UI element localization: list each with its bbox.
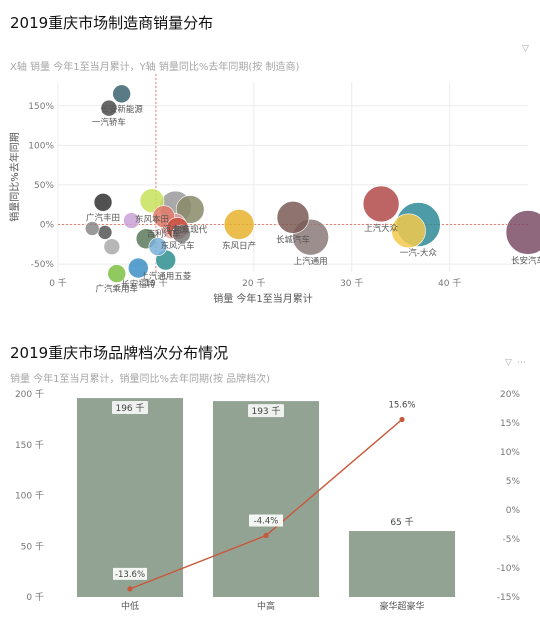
bar-label-bg <box>248 404 284 418</box>
bar <box>348 531 456 597</box>
y-tick-label: -50% <box>31 260 55 270</box>
x-tick-label: 40 千 <box>438 278 461 289</box>
bubble <box>362 185 400 223</box>
bubble <box>112 84 131 104</box>
y-tick-label: 100% <box>28 141 54 151</box>
y-tick-label: 0% <box>40 221 55 231</box>
bubble <box>139 188 165 214</box>
growth-label-bg <box>113 567 147 580</box>
bubble <box>97 225 113 240</box>
more-options-icon[interactable]: ⋯ <box>517 358 526 368</box>
y-tick-label: 100 千 <box>15 491 44 502</box>
bubble <box>84 221 100 236</box>
bar-value-label: 193 千 <box>251 406 280 417</box>
bubble-label: 一汽轿车 <box>92 117 126 128</box>
y2-tick-label: 0% <box>506 506 521 516</box>
x-axis-label: 销量 今年1至当月累计 <box>213 292 313 305</box>
x-tick-label: 0 千 <box>49 278 67 289</box>
bubble-label: 广汽丰田 <box>86 212 120 223</box>
x-tick-label: 20 千 <box>242 278 265 289</box>
y2-tick-label: 20% <box>500 390 520 400</box>
bubble <box>276 201 310 234</box>
bubble-label: 东风汽车 <box>160 240 194 251</box>
bubble <box>223 209 255 240</box>
x-tick-label: 10 千 <box>144 278 167 289</box>
filter-icon[interactable]: ▽ <box>505 358 512 368</box>
y-axis-label: 销量同比%去年同期 <box>8 132 21 222</box>
y2-tick-label: 5% <box>506 477 521 487</box>
bubble <box>100 99 118 117</box>
bubble <box>103 238 121 255</box>
y-tick-label: 50% <box>34 181 54 191</box>
manufacturer-scatter-chart: 2019重庆市场制造商销量分布 X轴 销量 今年1至当月累计，Y轴 销量同比%去… <box>8 14 540 305</box>
chart-subtitle: 销量 今年1至当月累计，销量同比%去年同期(按 品牌档次) <box>10 374 271 385</box>
bar <box>76 398 184 597</box>
brand-tier-combo-chart: 2019重庆市场品牌档次分布情况 销量 今年1至当月累计，销量同比%去年同期(按… <box>0 322 540 623</box>
bubble <box>107 264 127 283</box>
y2-tick-label: -10% <box>497 564 521 574</box>
bubble-label: 长城汽车 <box>276 234 310 245</box>
bubble-label: 上汽通用五菱 <box>140 271 192 282</box>
y-tick-label: 150% <box>28 102 54 112</box>
filter-icon[interactable]: ▽ <box>522 44 529 54</box>
combo-plot: 0 千 50 千 100 千 150 千 200 千 20% 15% 10% 5% 0% -5% -1… <box>15 389 521 612</box>
bubble <box>148 237 168 256</box>
growth-point <box>127 586 133 592</box>
bubble <box>172 224 191 244</box>
growth-label-bg <box>385 398 419 411</box>
y-tick-label: 150 千 <box>15 440 44 451</box>
x-tick-label: 中低 <box>121 600 139 612</box>
bubble <box>505 210 540 255</box>
growth-label: -4.4% <box>254 517 279 527</box>
bubble <box>123 212 140 229</box>
chart-subtitle: X轴 销量 今年1至当月累计，Y轴 销量同比%去年同期(按 制造商) <box>10 62 300 73</box>
scatter-plot: 150% 100% 50% 0% -50% 0 千 10 千 20 千 30 千 40 千销量 今… <box>8 74 540 305</box>
bubble <box>127 257 149 279</box>
bubble-label: 汽丰田 <box>163 224 189 235</box>
bubble-label: 北京现代 <box>173 224 208 235</box>
y-tick-label: 50 千 <box>21 541 44 552</box>
y-tick-label: 0 千 <box>26 592 44 603</box>
bubble <box>93 193 113 212</box>
y2-tick-label: -15% <box>497 593 521 603</box>
chart-title: 2019重庆市场品牌档次分布情况 <box>10 344 229 362</box>
growth-label: -13.6% <box>115 570 145 580</box>
bar-value-label: 196 千 <box>115 403 144 414</box>
y2-tick-label: -5% <box>502 535 520 545</box>
bubble-label: 吉利汽车 <box>147 229 181 240</box>
bubble-label: 长安新能源 <box>100 104 143 115</box>
bubble <box>391 213 426 249</box>
bubble-label: 广汽乘用车 <box>95 284 138 295</box>
bubble-label: 东风本田 <box>135 214 169 225</box>
bar <box>212 401 320 597</box>
y-tick-label: 200 千 <box>15 389 44 400</box>
growth-point <box>263 532 269 539</box>
bar-value-label: 65 千 <box>390 517 413 528</box>
chart-title: 2019重庆市场制造商销量分布 <box>10 14 214 32</box>
growth-point <box>399 416 405 423</box>
bubble-label: 长安福特 <box>121 279 156 290</box>
x-tick-label: 中高 <box>257 600 275 612</box>
y2-tick-label: 15% <box>500 419 520 429</box>
bubble-label: 上汽大众 <box>364 223 399 234</box>
x-tick-label: 豪华超豪华 <box>379 600 424 612</box>
bubble <box>175 195 205 224</box>
bubble-label: 长安汽车 <box>511 255 540 266</box>
growth-label: 15.6% <box>388 401 415 411</box>
bubble-label: 一汽-大众 <box>400 248 438 259</box>
bubble-label: 上汽通用 <box>294 256 328 267</box>
x-tick-label: 30 千 <box>340 278 363 289</box>
y2-tick-label: 10% <box>500 448 520 458</box>
growth-label-bg <box>249 514 283 527</box>
bar-label-bg <box>112 401 148 415</box>
bubble-label: 东风日产 <box>222 241 256 252</box>
